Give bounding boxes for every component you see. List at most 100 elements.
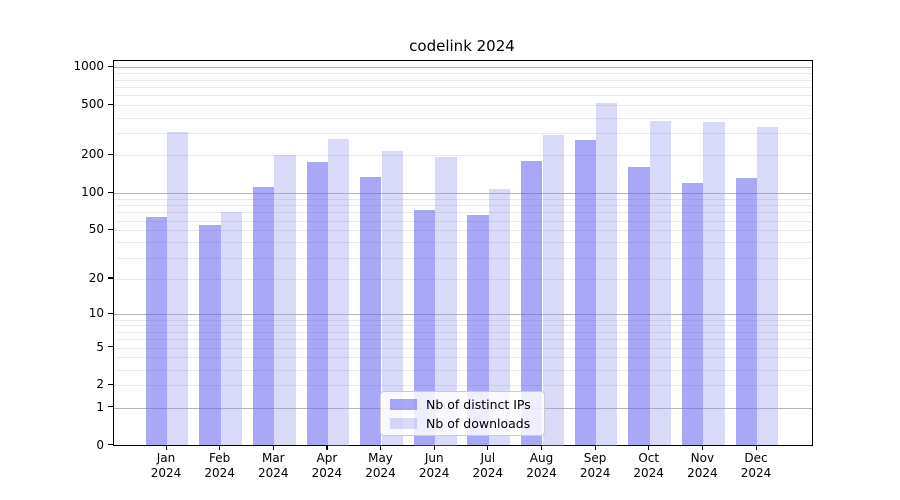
minor-gridline bbox=[114, 73, 812, 75]
bar-downloads-nov bbox=[703, 121, 725, 446]
legend-swatch-downloads-icon bbox=[390, 417, 417, 429]
y-tick-mark bbox=[108, 65, 113, 68]
y-tick-mark bbox=[108, 346, 113, 348]
x-tick-label: Sep 2024 bbox=[579, 451, 611, 480]
minor-gridline bbox=[114, 385, 812, 387]
bar-downloads-oct bbox=[649, 120, 672, 446]
bar-downloads-jan bbox=[167, 131, 189, 446]
y-tick-label: 500 bbox=[81, 97, 104, 112]
y-tick-mark bbox=[108, 406, 113, 408]
x-tick-mark bbox=[433, 445, 435, 450]
y-tick-mark bbox=[108, 277, 113, 279]
x-tick-label: Oct 2024 bbox=[633, 451, 664, 480]
minor-gridline bbox=[114, 347, 812, 349]
x-tick-label: Aug 2024 bbox=[526, 451, 557, 480]
y-tick-label: 20 bbox=[88, 270, 104, 285]
x-tick-label: Jun 2024 bbox=[418, 451, 450, 480]
y-tick-label: 200 bbox=[81, 147, 104, 162]
bar-distinct-ips-jun bbox=[413, 210, 436, 446]
bar-downloads-mar bbox=[274, 155, 296, 446]
minor-gridline bbox=[114, 133, 812, 135]
bar-distinct-ips-may bbox=[360, 177, 382, 446]
bar-downloads-feb bbox=[220, 212, 242, 446]
major-gridline bbox=[114, 314, 812, 316]
x-tick-label: Mar 2024 bbox=[258, 451, 289, 480]
bar-downloads-dec bbox=[757, 126, 779, 446]
y-tick-mark bbox=[108, 312, 113, 314]
minor-gridline bbox=[114, 369, 812, 371]
legend-item-distinct-ips: Nb of distinct IPs bbox=[390, 397, 535, 412]
minor-gridline bbox=[114, 95, 812, 97]
legend-label-distinct-ips: Nb of distinct IPs bbox=[426, 396, 531, 412]
y-tick-mark bbox=[108, 191, 113, 193]
x-tick-mark bbox=[755, 445, 757, 450]
x-tick-label: Apr 2024 bbox=[311, 451, 343, 480]
minor-gridline bbox=[114, 220, 812, 222]
x-tick-mark bbox=[219, 445, 221, 450]
legend: Nb of distinct IPs Nb of downloads bbox=[380, 391, 545, 436]
x-tick-label: Jan 2024 bbox=[150, 451, 182, 480]
chart-title: codelink 2024 bbox=[409, 37, 515, 55]
bar-downloads-sep bbox=[596, 103, 618, 446]
y-tick-label: 2 bbox=[96, 377, 104, 392]
minor-gridline bbox=[114, 117, 812, 119]
bar-downloads-jul bbox=[488, 188, 511, 446]
y-tick-mark bbox=[108, 383, 113, 386]
minor-gridline bbox=[114, 86, 812, 88]
minor-gridline bbox=[114, 155, 812, 157]
y-tick-label: 1 bbox=[96, 399, 104, 414]
bar-downloads-may bbox=[381, 151, 403, 446]
minor-gridline bbox=[114, 357, 812, 359]
minor-gridline bbox=[114, 242, 812, 244]
x-tick-mark bbox=[594, 445, 596, 450]
legend-label-downloads: Nb of downloads bbox=[426, 415, 531, 431]
y-tick-mark bbox=[108, 103, 113, 105]
bar-distinct-ips-mar bbox=[252, 187, 275, 446]
legend-swatch-distinct-ips-icon bbox=[390, 398, 417, 410]
minor-gridline bbox=[114, 331, 812, 333]
y-tick-label: 10 bbox=[88, 306, 104, 321]
x-tick-mark bbox=[487, 445, 489, 450]
y-tick-mark bbox=[108, 444, 113, 446]
bar-distinct-ips-oct bbox=[628, 167, 650, 446]
minor-gridline bbox=[114, 205, 812, 206]
x-tick-label: Dec 2024 bbox=[740, 451, 772, 480]
x-tick-mark bbox=[648, 445, 650, 450]
minor-gridline bbox=[114, 278, 812, 280]
minor-gridline bbox=[114, 79, 812, 81]
x-tick-label: May 2024 bbox=[365, 451, 396, 480]
bar-distinct-ips-apr bbox=[306, 162, 328, 446]
minor-gridline bbox=[114, 198, 812, 200]
bar-downloads-aug bbox=[542, 135, 564, 446]
bar-distinct-ips-jul bbox=[467, 214, 489, 446]
minor-gridline bbox=[114, 325, 812, 327]
minor-gridline bbox=[114, 339, 812, 340]
y-tick-label: 1000 bbox=[73, 59, 104, 74]
x-tick-mark bbox=[272, 445, 274, 450]
major-gridline bbox=[114, 67, 812, 69]
y-tick-mark bbox=[108, 228, 113, 230]
x-tick-mark bbox=[380, 445, 382, 450]
bar-distinct-ips-nov bbox=[682, 183, 704, 446]
x-tick-label: Nov 2024 bbox=[687, 451, 718, 480]
minor-gridline bbox=[114, 212, 812, 214]
bar-downloads-apr bbox=[327, 138, 350, 446]
y-tick-label: 100 bbox=[81, 185, 104, 199]
bar-distinct-ips-jan bbox=[145, 217, 167, 446]
bar-distinct-ips-aug bbox=[521, 161, 543, 446]
plot-area bbox=[113, 60, 813, 446]
minor-gridline bbox=[114, 257, 812, 259]
bar-downloads-jun bbox=[435, 157, 457, 446]
bar-distinct-ips-feb bbox=[199, 225, 221, 446]
y-tick-label: 5 bbox=[96, 339, 104, 354]
y-tick-mark bbox=[108, 153, 113, 155]
bar-distinct-ips-dec bbox=[735, 178, 757, 446]
y-tick-label: 0 bbox=[96, 437, 104, 452]
x-tick-mark bbox=[165, 445, 167, 450]
bar-distinct-ips-sep bbox=[574, 139, 597, 446]
minor-gridline bbox=[114, 105, 812, 107]
x-tick-label: Jul 2024 bbox=[472, 451, 504, 480]
legend-item-downloads: Nb of downloads bbox=[390, 416, 535, 431]
x-tick-mark bbox=[326, 445, 328, 450]
